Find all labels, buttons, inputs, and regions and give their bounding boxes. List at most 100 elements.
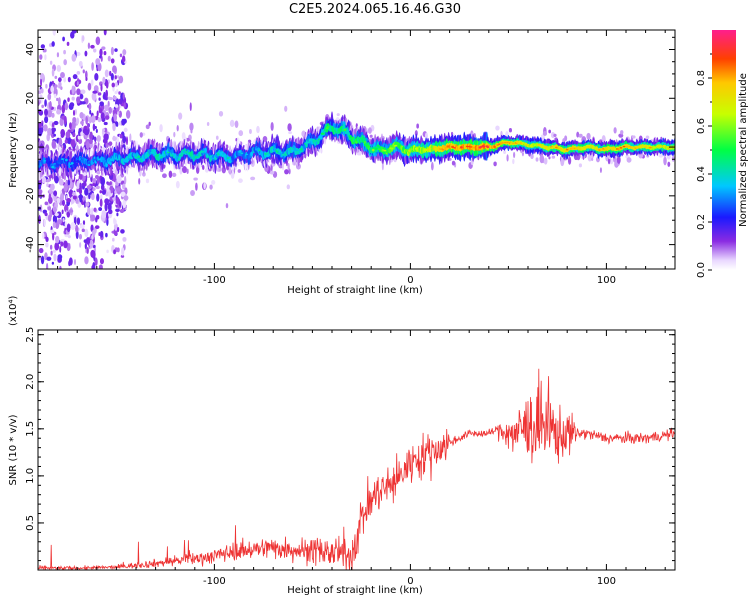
heatmap-noise-cell (567, 156, 572, 165)
heatmap-noise-cell (84, 187, 89, 196)
heatmap-noise-cell (39, 94, 43, 99)
heatmap-noise-cell (63, 183, 69, 192)
heatmap-noise-cell (104, 198, 110, 205)
heatmap-noise-cell (38, 121, 43, 129)
heatmap-noise-cell (79, 173, 83, 180)
heatmap-noise-cell (55, 235, 60, 244)
heatmap-ridge-cell (408, 149, 411, 152)
heatmap-noise-cell (591, 157, 594, 161)
heatmap-noise-cell (95, 58, 101, 66)
heatmap-noise-cell (190, 190, 195, 196)
top-x-tick-label: 100 (597, 275, 616, 286)
heatmap-noise-cell (168, 170, 173, 178)
heatmap-noise-cell (47, 109, 53, 118)
heatmap-noise-cell (578, 163, 582, 168)
heatmap-ridge-cell (221, 154, 225, 157)
colorbar-ticks: 0.0 0.2 0.4 0.6 0.8 (696, 53, 712, 278)
heatmap-noise-cell (51, 112, 55, 118)
heatmap-noise-cell (66, 41, 70, 46)
heatmap-ridge-cell (75, 158, 79, 161)
bottom-x-tick-label: -100 (203, 576, 226, 587)
heatmap-noise-cell (123, 127, 128, 133)
heatmap-noise-cell (85, 237, 91, 245)
heatmap-noise-cell (238, 178, 243, 183)
heatmap-noise-cell (284, 169, 289, 175)
heatmap-noise-cell (58, 178, 64, 186)
heatmap-noise-cell (38, 185, 42, 190)
heatmap-noise-cell (195, 182, 198, 191)
heatmap-noise-cell (50, 229, 55, 234)
heatmap-noise-cell (45, 242, 49, 248)
heatmap-noise-cell (235, 137, 238, 142)
heatmap-noise-cell (95, 128, 98, 133)
heatmap-noise-cell (61, 104, 66, 114)
heatmap-ridge-cell (551, 146, 554, 149)
heatmap-noise-cell (82, 69, 85, 74)
heatmap-noise-cell (250, 176, 256, 181)
heatmap-noise-cell (181, 132, 186, 140)
heatmap-ridge-cell (565, 148, 569, 151)
heatmap-noise-cell (114, 90, 118, 95)
heatmap-noise-cell (118, 75, 124, 84)
heatmap-noise-cell (416, 123, 419, 129)
heatmap-noise-cell (47, 205, 51, 211)
heatmap-noise-cell (59, 118, 64, 127)
heatmap-noise-cell (79, 93, 84, 100)
heatmap-noise-cell (54, 242, 60, 251)
heatmap-noise-cell (60, 132, 65, 138)
heatmap-noise-cell (64, 234, 69, 238)
heatmap-noise-cell (125, 110, 131, 119)
heatmap-noise-cell (76, 81, 79, 86)
heatmap-noise-cell (38, 254, 41, 261)
heatmap-noise-cell (53, 253, 57, 262)
heatmap-noise-cell (548, 156, 551, 160)
heatmap-noise-cell (626, 157, 632, 163)
heatmap-ridge-cell (335, 131, 339, 134)
heatmap-ridge-cell (339, 128, 343, 131)
heatmap-ridge-cell (444, 147, 448, 149)
heatmap-ridge-cell (51, 165, 55, 169)
heatmap-ridge-cell (139, 158, 143, 161)
heatmap-noise-cell (100, 194, 103, 201)
heatmap-noise-cell (123, 102, 126, 109)
heatmap-noise-cell (92, 90, 98, 94)
heatmap-ridge-cell (515, 141, 519, 144)
heatmap-noise-cell (122, 135, 127, 144)
heatmap-noise-cell (69, 102, 75, 108)
top-x-tick-label: -100 (203, 275, 226, 286)
heatmap-noise-cell (78, 188, 83, 195)
heatmap-ridge-cell (146, 153, 150, 156)
heatmap-noise-cell (89, 240, 93, 245)
heatmap-ridge-cell (175, 156, 179, 159)
heatmap-noise-cell (120, 254, 125, 258)
heatmap-ridge-cell (184, 151, 188, 154)
heatmap-noise-cell (60, 72, 65, 79)
heatmap-noise-cell (49, 244, 53, 250)
heatmap-noise-cell (63, 115, 67, 125)
heatmap-ridge-cell (385, 151, 389, 153)
heatmap-noise-cell (101, 46, 106, 50)
heatmap-noise-cell (76, 217, 81, 225)
heatmap-noise-cell (64, 102, 69, 111)
heatmap-ridge-cell (426, 149, 430, 151)
heatmap-ridge-cell (296, 150, 300, 154)
heatmap-noise-cell (97, 117, 102, 123)
top-x-tick-label: 0 (407, 275, 413, 286)
heatmap-noise-cell (38, 90, 42, 95)
heatmap-noise-cell (52, 249, 57, 253)
heatmap-ridge-cell (501, 142, 504, 144)
heatmap-ridge-cell (276, 148, 280, 151)
heatmap-noise-cell (234, 120, 239, 129)
heatmap-noise-cell (620, 130, 624, 135)
heatmap-noise-cell (40, 88, 44, 94)
heatmap-noise-cell (104, 104, 109, 112)
heatmap-ridge-cell (43, 160, 47, 162)
heatmap-noise-cell (59, 245, 62, 253)
heatmap-noise-cell (46, 262, 49, 269)
heatmap-ridge-cell (625, 145, 629, 148)
heatmap-noise-cell (99, 190, 103, 194)
heatmap-ridge-cell (538, 144, 542, 147)
heatmap-noise-cell (660, 136, 663, 141)
heatmap-noise-cell (90, 115, 96, 123)
heatmap-noise-cell (113, 249, 116, 255)
